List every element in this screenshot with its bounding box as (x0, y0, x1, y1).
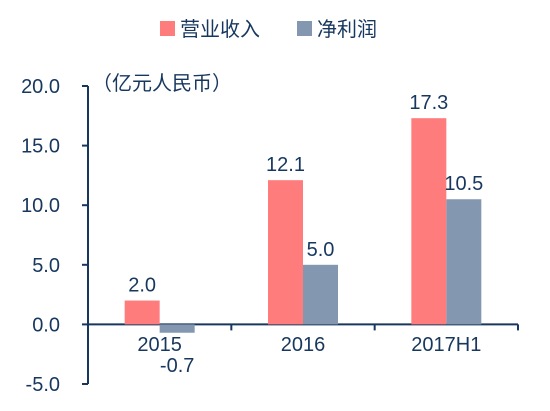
y-tick-label: -5.0 (26, 374, 60, 396)
bar-profit-2016 (303, 264, 338, 325)
y-tick-label: 5.0 (32, 255, 60, 277)
data-labels: 2.0 -0.7 12.1 5.0 17.3 10.5 (128, 92, 483, 377)
data-label: 10.5 (444, 173, 483, 195)
data-label: 5.0 (307, 239, 335, 261)
bar-revenue-2017H1 (411, 118, 447, 325)
bar-revenue-2016 (268, 180, 303, 325)
y-axis: 20.0 15.0 10.0 5.0 0.0 -5.0 (21, 76, 89, 396)
x-axis: 2015 2016 2017H1 (87, 323, 519, 356)
y-tick-label: 15.0 (21, 136, 60, 158)
bar-revenue-2015 (124, 300, 160, 325)
y-tick-label: 0.0 (32, 314, 60, 336)
x-tick-label: 2017H1 (411, 334, 481, 356)
x-tick-label: 2016 (281, 334, 326, 356)
y-tick-label: 10.0 (21, 195, 60, 217)
legend-label-0: 营业收入 (180, 18, 260, 41)
bars (124, 118, 482, 333)
data-label: 2.0 (128, 275, 156, 297)
legend-swatch-0 (160, 21, 175, 36)
data-label: 12.1 (266, 154, 305, 176)
data-label: -0.7 (160, 355, 194, 377)
legend-swatch-1 (297, 21, 312, 36)
y-tick-label: 20.0 (21, 76, 60, 98)
bar-profit-2017H1 (446, 199, 482, 325)
legend: 营业收入 净利润 (160, 18, 377, 41)
legend-label-1: 净利润 (317, 18, 377, 41)
unit-label: （亿元人民币） (92, 72, 232, 95)
x-tick-label: 2015 (137, 334, 182, 356)
data-label: 17.3 (409, 92, 448, 114)
bar-profit-2015 (159, 324, 195, 333)
